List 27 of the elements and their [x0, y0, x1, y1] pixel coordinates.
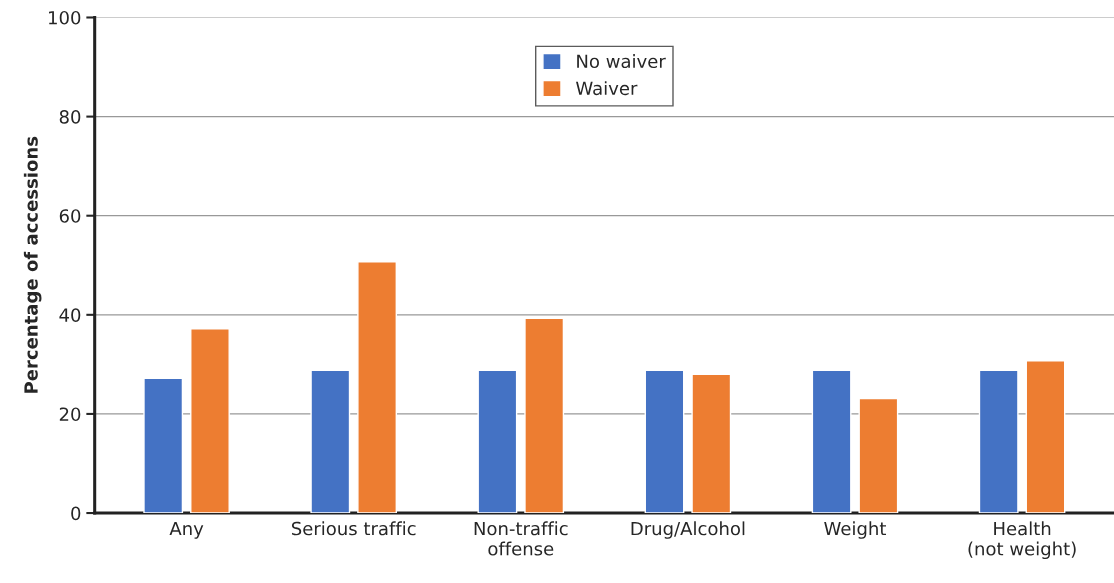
x-tick-label: Drug/Alcohol [631, 521, 745, 539]
x-tick-label: Serious traffic [291, 521, 416, 536]
bar [1025, 360, 1066, 514]
x-tick-label: Weight [824, 521, 887, 539]
x-tick-label: Any [169, 521, 204, 539]
legend-label: Waiver [576, 81, 638, 96]
bar [858, 397, 899, 514]
bar [978, 369, 1019, 514]
bar [524, 317, 565, 514]
y-tick-label: 20 [59, 407, 81, 422]
bar [691, 373, 732, 514]
bar [811, 369, 852, 514]
y-tick-label: 0 [71, 506, 81, 521]
x-tick-label: Non-traffic offense [474, 521, 568, 556]
y-axis-title: Percentage of accessions [23, 136, 42, 393]
bar [477, 369, 518, 514]
bar [143, 377, 184, 514]
bar [644, 369, 685, 514]
bar [190, 328, 230, 514]
y-tick-label: 80 [59, 110, 81, 124]
bar [357, 261, 398, 514]
y-tick-label: 100 [49, 10, 81, 25]
bar [310, 369, 351, 514]
legend-label: No waiver [577, 54, 666, 69]
y-tick-label: 40 [59, 308, 81, 322]
x-tick-label: Health (not weight) [968, 521, 1076, 560]
y-tick-label: 60 [59, 209, 81, 223]
